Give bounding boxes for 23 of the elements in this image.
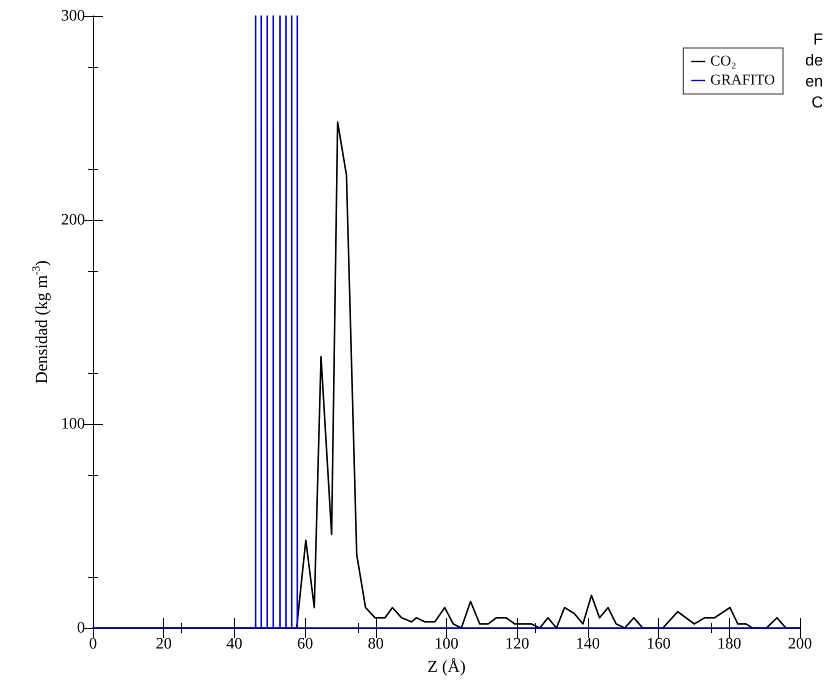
y-tick-label: 300 xyxy=(61,8,85,24)
text: de xyxy=(805,52,824,70)
x-tick-label: 120 xyxy=(505,636,530,652)
y-axis-title: Densidad (kg m-3) xyxy=(30,260,52,384)
y-tick-label: 0 xyxy=(77,620,85,636)
x-tick-label: 160 xyxy=(646,636,671,652)
x-tick-label: 60 xyxy=(297,636,314,652)
x-tick-label: 200 xyxy=(788,636,812,652)
legend-label: CO₂ xyxy=(710,54,736,70)
y-tick-label: 200 xyxy=(61,212,85,228)
x-tick-label: 40 xyxy=(226,636,242,652)
x-tick-label: 20 xyxy=(156,636,172,652)
text: C xyxy=(811,94,824,112)
legend-label: GRAFITO xyxy=(710,72,776,88)
x-tick-label: 180 xyxy=(717,636,742,652)
x-tick-label: 0 xyxy=(89,636,97,652)
y-tick-label: 100 xyxy=(61,416,85,432)
x-tick-label: 80 xyxy=(368,636,384,652)
x-tick-label: 100 xyxy=(434,636,458,652)
x-tick-label: 140 xyxy=(576,636,600,652)
x-axis-title: Z (Å) xyxy=(427,657,466,676)
text: en xyxy=(805,74,823,90)
text: F xyxy=(813,32,824,48)
